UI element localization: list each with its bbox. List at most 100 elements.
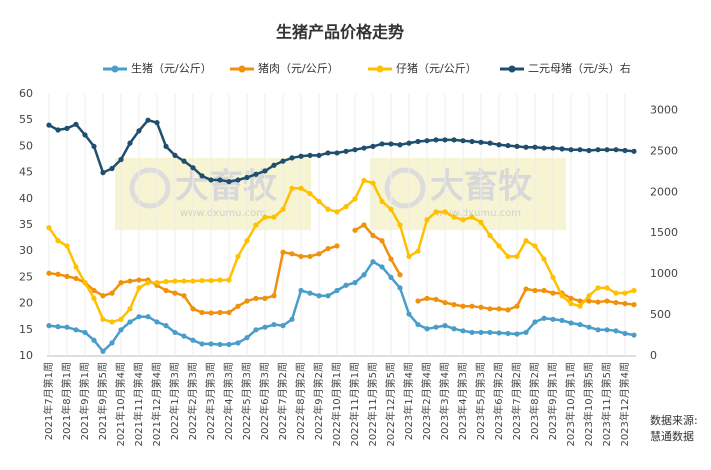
point xyxy=(109,340,115,346)
point xyxy=(541,145,547,151)
y2-tick-label: 1000 xyxy=(650,267,678,280)
point xyxy=(280,249,286,255)
x-tick-label: 2021年11月第4周 xyxy=(132,362,145,447)
point xyxy=(622,301,628,307)
point xyxy=(73,275,79,282)
series-line xyxy=(48,260,635,354)
point xyxy=(613,299,619,306)
point xyxy=(541,256,547,262)
legend-label: 仔猪（元/公斤） xyxy=(396,62,477,75)
point xyxy=(280,323,286,329)
x-tick-label: 2023年10月第5周 xyxy=(582,362,595,447)
point xyxy=(505,253,511,260)
point xyxy=(226,341,232,348)
point xyxy=(622,290,628,296)
point xyxy=(208,341,214,347)
point xyxy=(325,206,331,212)
point xyxy=(226,179,232,185)
point xyxy=(370,143,376,149)
point xyxy=(595,285,601,291)
point xyxy=(118,156,124,163)
point xyxy=(361,222,367,228)
x-tick-label: 2021年10月第4周 xyxy=(114,362,127,447)
point xyxy=(586,298,592,304)
watermark-url: www.dxumu.com xyxy=(435,208,521,219)
point xyxy=(82,280,88,286)
point xyxy=(172,290,178,296)
point xyxy=(82,132,88,138)
point xyxy=(622,330,628,337)
y-tick-label: 45 xyxy=(19,166,33,179)
point xyxy=(244,174,250,181)
point xyxy=(298,153,304,159)
point xyxy=(352,147,358,153)
point xyxy=(55,324,61,330)
point xyxy=(505,142,511,149)
point xyxy=(100,170,106,176)
point xyxy=(91,337,97,343)
point xyxy=(262,214,268,220)
point xyxy=(55,271,61,277)
point xyxy=(307,290,313,296)
point xyxy=(613,290,619,296)
point xyxy=(235,177,241,183)
point xyxy=(496,306,502,312)
point xyxy=(424,138,430,144)
point xyxy=(136,314,142,320)
point xyxy=(163,278,169,285)
point xyxy=(271,162,277,168)
point xyxy=(361,177,367,184)
point xyxy=(397,285,403,291)
point xyxy=(568,320,574,326)
point xyxy=(334,287,340,294)
point xyxy=(289,316,295,322)
point xyxy=(577,147,583,153)
legend-label: 二元母猪（元/头）右 xyxy=(528,61,631,75)
point xyxy=(235,303,241,309)
point xyxy=(505,330,511,337)
point xyxy=(91,295,97,301)
point xyxy=(595,299,601,305)
legend-marker xyxy=(111,65,119,73)
point xyxy=(604,298,610,304)
point xyxy=(559,293,565,299)
point xyxy=(451,214,457,220)
point xyxy=(226,277,232,283)
legend-marker xyxy=(238,65,246,73)
point xyxy=(460,138,466,144)
point xyxy=(64,273,70,279)
x-tick-label: 2023年10月第1周 xyxy=(564,362,577,447)
point xyxy=(451,302,457,308)
point xyxy=(352,280,358,286)
x-tick-label: 2023年8月第2周 xyxy=(528,362,541,440)
point xyxy=(415,321,421,328)
point xyxy=(514,331,520,337)
point xyxy=(172,329,178,336)
x-tick-label: 2023年2月第4周 xyxy=(420,362,433,440)
point xyxy=(73,121,79,127)
watermark-url: www.dxumu.com xyxy=(180,208,266,219)
point xyxy=(415,248,421,254)
point xyxy=(352,227,358,233)
point xyxy=(244,238,250,244)
point xyxy=(613,328,619,334)
point xyxy=(604,327,610,333)
point xyxy=(397,142,403,148)
point xyxy=(208,310,214,316)
point xyxy=(559,146,565,152)
point xyxy=(460,217,466,223)
x-tick-label: 2023年4月第3周 xyxy=(456,362,469,440)
point xyxy=(145,314,151,320)
x-tick-label: 2022年7月第2周 xyxy=(276,362,289,440)
point xyxy=(118,280,124,286)
point xyxy=(442,323,448,329)
point xyxy=(190,337,196,343)
point xyxy=(514,303,520,309)
series-line xyxy=(48,223,635,315)
point xyxy=(154,120,160,126)
point xyxy=(190,278,196,284)
x-tick-label: 2022年9月第2周 xyxy=(312,362,325,440)
point xyxy=(406,253,412,260)
point xyxy=(46,225,52,231)
point xyxy=(208,277,214,284)
